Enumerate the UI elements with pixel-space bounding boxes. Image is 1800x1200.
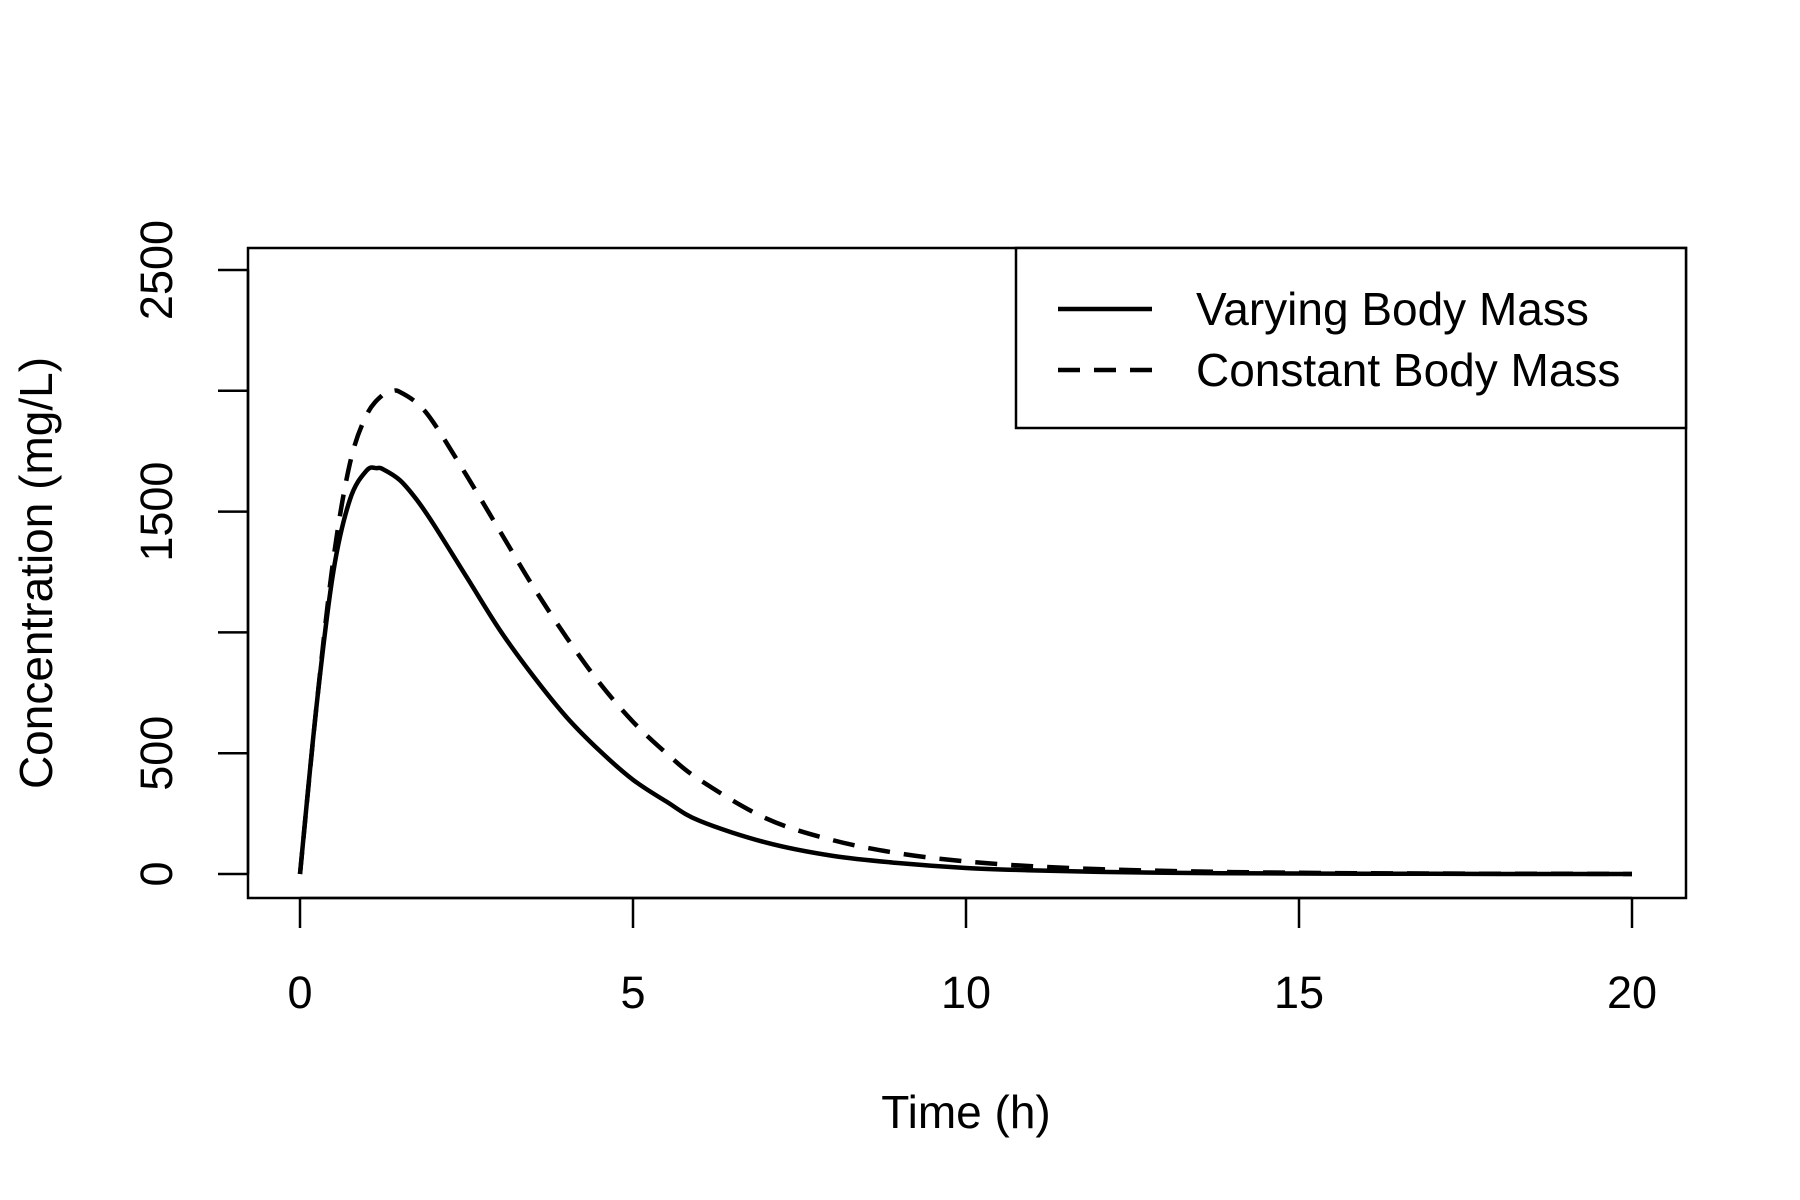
x-tick-label: 5: [620, 967, 645, 1018]
y-tick-label: 0: [131, 861, 182, 886]
y-axis: 0 500 1500 2500: [131, 220, 250, 887]
x-tick-label: 15: [1274, 967, 1324, 1018]
legend: Varying Body Mass Constant Body Mass: [1014, 246, 1688, 430]
y-tick-label: 500: [131, 716, 182, 791]
series-line-varying-body-mass: [297, 465, 1632, 877]
x-axis: 0 5 10 15 20: [287, 896, 1657, 1018]
series-layer: [297, 388, 1633, 877]
legend-label-constant: Constant Body Mass: [1196, 344, 1620, 396]
x-tick-label: 0: [287, 967, 312, 1018]
x-axis-title: Time (h): [881, 1086, 1051, 1138]
y-tick-label: 1500: [131, 462, 182, 562]
x-tick-label: 10: [941, 967, 991, 1018]
series-line-constant-body-mass: [297, 388, 1633, 877]
y-axis-title: Concentration (mg/L): [10, 357, 62, 789]
x-tick-label: 20: [1607, 967, 1657, 1018]
y-tick-label: 2500: [131, 220, 182, 320]
legend-label-varying: Varying Body Mass: [1196, 283, 1589, 335]
legend-box: [1014, 246, 1688, 430]
